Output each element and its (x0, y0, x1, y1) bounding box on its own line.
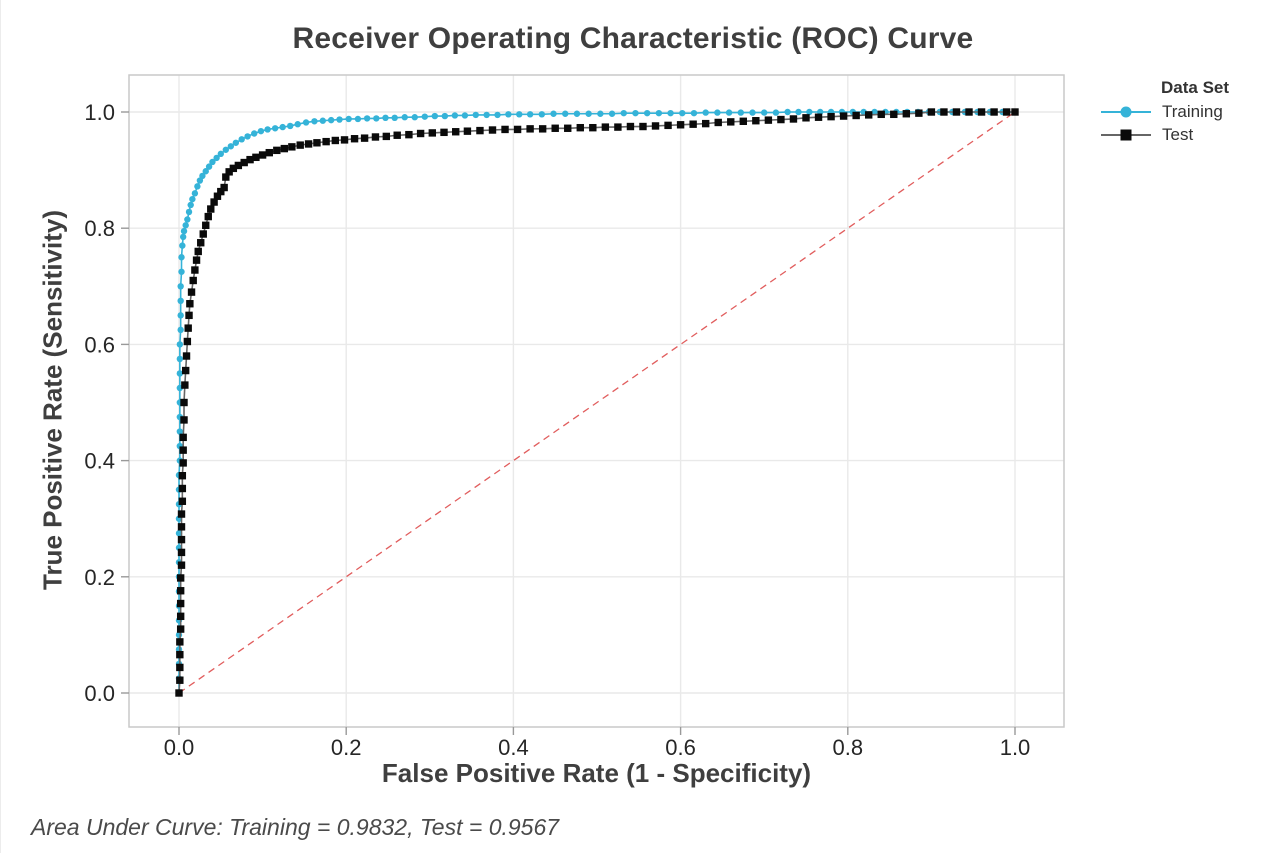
series-test (175, 108, 1019, 697)
auc-note: Area Under Curve: Training = 0.9832, Tes… (31, 814, 560, 840)
training-marker-icon (1101, 106, 1151, 117)
x-axis-title: False Positive Rate (1 - Specificity) (381, 758, 812, 788)
y-tick-label: 0.8 (84, 216, 115, 241)
x-tick-label: 0.4 (498, 735, 529, 760)
test-marker-icon (1101, 129, 1151, 140)
x-tick-label: 0.2 (331, 735, 362, 760)
legend-label-test: Test (1162, 124, 1194, 144)
y-tick-label: 0.4 (84, 449, 115, 474)
y-tick-label: 0.0 (84, 681, 115, 706)
chance-diagonal-line (178, 111, 1016, 694)
x-tick-label: 0.8 (833, 735, 864, 760)
x-tick-label: 0.0 (164, 735, 195, 760)
legend-label-training: Training (1162, 101, 1223, 121)
y-tick-label: 1.0 (84, 100, 115, 125)
axis-ticks: 0.0 0.2 0.4 0.6 0.8 1.0 0.0 0.2 0.4 0.6 0.8 1.0 (84, 100, 1030, 760)
legend-title: Data Set (1161, 78, 1230, 97)
y-tick-label: 0.6 (84, 332, 115, 357)
x-tick-label: 0.6 (665, 735, 696, 760)
gridlines (129, 75, 1064, 727)
legend: Data Set Training Test (1099, 78, 1229, 146)
legend-item-test: Test (1099, 123, 1229, 146)
x-tick-label: 1.0 (1000, 735, 1031, 760)
y-tick-label: 0.2 (84, 565, 115, 590)
series-training (175, 108, 1019, 697)
legend-item-training: Training (1099, 100, 1229, 123)
plot-frame (128, 74, 1065, 728)
chart-title: Receiver Operating Characteristic (ROC) … (292, 22, 974, 55)
